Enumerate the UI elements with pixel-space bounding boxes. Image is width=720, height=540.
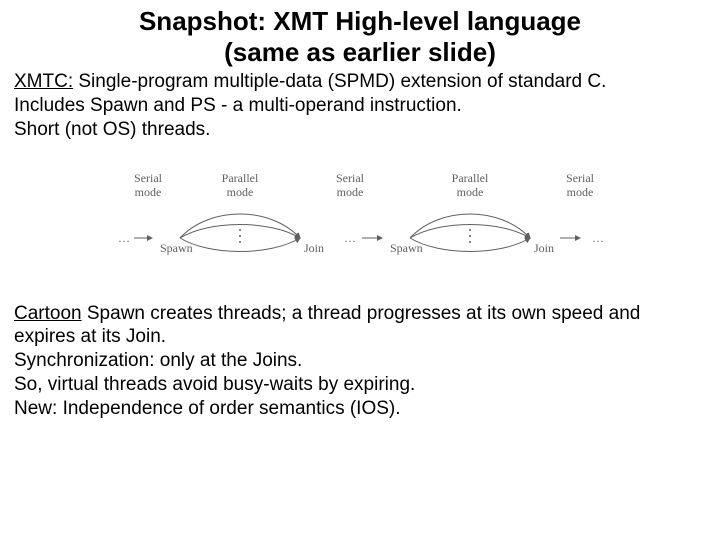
spawn-join-diagram: … Serial mode Spawn Parallel mode Join S… — [14, 160, 706, 270]
lbl-spawn-2: Spawn — [390, 241, 423, 255]
lbl-serial-3a: Serial — [566, 171, 595, 185]
cartoon-label: Cartoon — [14, 303, 82, 324]
slide-root: Snapshot: XMT High-level language (same … — [0, 0, 720, 540]
lbl-parallel-2b: mode — [457, 185, 484, 199]
lbl-parallel-1b: mode — [227, 185, 254, 199]
thread-2c — [410, 238, 530, 252]
cartoon-rest: Spawn creates threads; a thread progress… — [14, 303, 640, 348]
lbl-serial-1b: mode — [135, 185, 162, 199]
bottom-block: Cartoon Spawn creates threads; a thread … — [14, 302, 706, 421]
lbl-spawn-1: Spawn — [160, 241, 193, 255]
lbl-join-1: Join — [304, 241, 324, 255]
ellipsis-end: … — [592, 231, 604, 245]
lbl-parallel-1a: Parallel — [222, 171, 259, 185]
thread-1c — [180, 238, 300, 252]
xmtc-label: XMTC: — [14, 71, 73, 92]
sync-line: Synchronization: only at the Joins. — [14, 350, 302, 371]
ellipsis-1: … — [118, 231, 130, 245]
diagram-svg: … Serial mode Spawn Parallel mode Join S… — [100, 160, 620, 270]
lbl-join-2: Join — [534, 241, 554, 255]
thread-1a — [180, 214, 300, 238]
slide-title: Snapshot: XMT High-level language (same … — [14, 6, 706, 68]
title-line-1: Snapshot: XMT High-level language — [139, 6, 581, 36]
thread-2a — [410, 214, 530, 238]
lbl-serial-2b: mode — [337, 185, 364, 199]
lbl-serial-3b: mode — [567, 185, 594, 199]
xmtc-rest: Single-program multiple-data (SPMD) exte… — [73, 71, 606, 92]
lbl-serial-1a: Serial — [134, 171, 163, 185]
intro-line-2: Includes Spawn and PS - a multi-operand … — [14, 95, 462, 116]
title-line-2: (same as earlier slide) — [224, 37, 496, 67]
lbl-serial-2a: Serial — [336, 171, 365, 185]
intro-block: XMTC: Single-program multiple-data (SPMD… — [14, 70, 706, 141]
lbl-parallel-2a: Parallel — [452, 171, 489, 185]
ellipsis-mid: … — [344, 231, 356, 245]
ios-line: New: Independence of order semantics (IO… — [14, 398, 401, 419]
busy-line: So, virtual threads avoid busy-waits by … — [14, 374, 415, 395]
intro-line-3: Short (not OS) threads. — [14, 119, 210, 140]
